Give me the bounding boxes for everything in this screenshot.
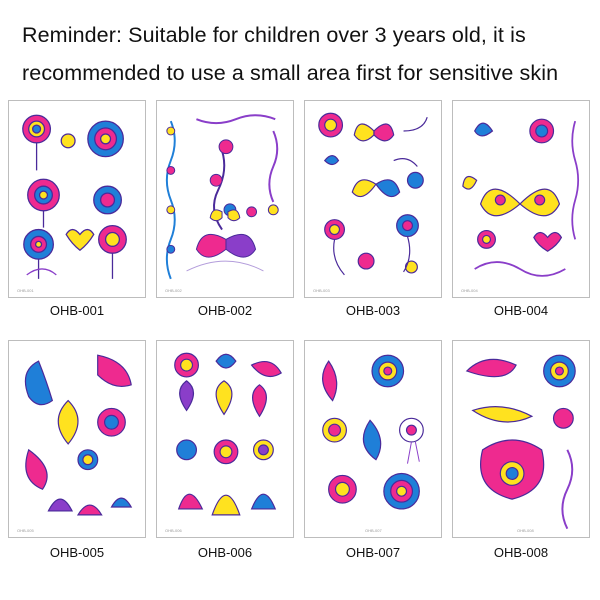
product-code: OHB-007 bbox=[345, 545, 401, 560]
henna-paisley-tattoo-sheet bbox=[24, 354, 133, 516]
sheet-code-small: OHB-005 bbox=[17, 528, 34, 533]
product-code: OHB-008 bbox=[493, 545, 549, 560]
sheet-code-small: OHB-006 bbox=[165, 528, 182, 533]
product-card-ohb-005[interactable]: OHB-005 bbox=[8, 340, 146, 538]
product-card-ohb-003[interactable]: OHB-003 bbox=[304, 100, 442, 298]
reminder-line-2: recommended to use a small area first fo… bbox=[22, 61, 559, 85]
product-card-ohb-001[interactable]: OHB-001 bbox=[8, 100, 146, 298]
product-code: OHB-006 bbox=[197, 545, 253, 560]
product-code: OHB-001 bbox=[49, 303, 105, 318]
roses-butterflies-tattoo-sheet bbox=[318, 112, 428, 276]
reminder-text: Reminder: Suitable for children over 3 y… bbox=[22, 16, 592, 92]
sheet-code-small: OHB-001 bbox=[17, 288, 34, 293]
product-code: OHB-004 bbox=[493, 303, 549, 318]
roses-tattoo-sheet bbox=[22, 114, 127, 279]
butterfly-hearts-tattoo-sheet bbox=[462, 118, 580, 277]
product-code: OHB-005 bbox=[49, 545, 105, 560]
product-code: OHB-003 bbox=[345, 303, 401, 318]
product-grid: OHB-001 OHB-001 OHB-002 OHB-002 bbox=[8, 100, 594, 580]
product-card-ohb-007[interactable]: OHB-007 bbox=[304, 340, 442, 538]
product-card-ohb-006[interactable]: OHB-006 bbox=[156, 340, 294, 538]
product-card-ohb-008[interactable]: OHB-008 bbox=[452, 340, 590, 538]
sheet-code-small: OHB-003 bbox=[313, 288, 330, 293]
henna-lotus-tattoo-sheet bbox=[174, 352, 282, 516]
product-card-ohb-004[interactable]: OHB-004 bbox=[452, 100, 590, 298]
sheet-code-small: OHB-007 bbox=[365, 528, 382, 533]
henna-mandala-tattoo-sheet bbox=[322, 354, 424, 510]
henna-paisley-mandala-tattoo-sheet bbox=[465, 354, 576, 530]
product-card-ohb-002[interactable]: OHB-002 bbox=[156, 100, 294, 298]
sheet-code-small: OHB-002 bbox=[165, 288, 182, 293]
reminder-line-1: Reminder: Suitable for children over 3 y… bbox=[22, 23, 526, 47]
sheet-code-small: OHB-008 bbox=[517, 528, 534, 533]
vines-butterfly-tattoo-sheet bbox=[165, 114, 279, 280]
sheet-code-small: OHB-004 bbox=[461, 288, 478, 293]
product-code: OHB-002 bbox=[197, 303, 253, 318]
